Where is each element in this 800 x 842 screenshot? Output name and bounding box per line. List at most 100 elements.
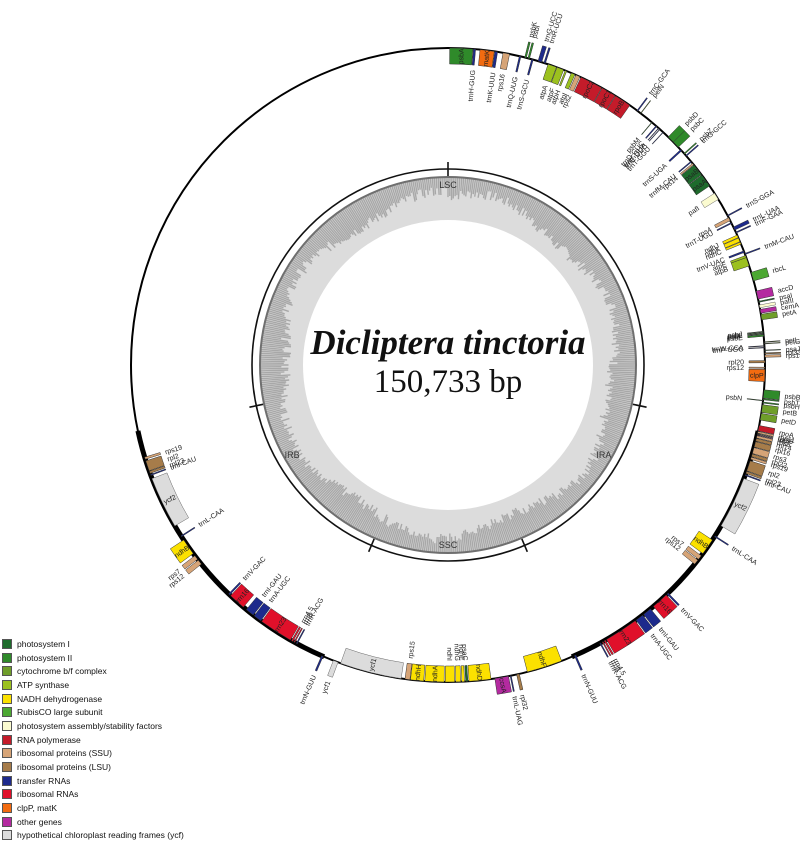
gene-trng-ucc-block (537, 45, 547, 63)
gene-rrn5-block (293, 627, 303, 643)
gene-rps7-block (181, 555, 198, 570)
gene-rps15-block (404, 662, 413, 680)
legend-label: hypothetical chloroplast reading frames … (17, 830, 184, 841)
gene-trni-gau-block (643, 608, 662, 628)
gene-matk-block (478, 49, 495, 68)
legend-item-asm: photosystem assembly/stability factors (2, 719, 232, 733)
gene-ycf2-block (720, 478, 760, 535)
legend-swatch (2, 762, 12, 773)
gene-peta-block (760, 311, 778, 321)
gene-label: atpA (538, 84, 549, 100)
legend-swatch (2, 679, 12, 690)
gene-pafi-block (700, 192, 719, 209)
gene-ndhk-block (723, 237, 741, 249)
gene-rpl33-block (764, 351, 782, 355)
gene-atph-block (558, 70, 568, 87)
gene-ndhg-block (455, 665, 461, 683)
gene-psbb-block (762, 389, 781, 401)
gene-trnl-uag-block (509, 675, 515, 692)
gene-rps3-block (752, 447, 770, 459)
legend-item-rbc: RubisCO large subunit (2, 705, 232, 719)
legend-item-clp: clpP, matK (2, 801, 232, 815)
gene-label: atpI (558, 92, 569, 106)
gene-rrn16-block (653, 594, 678, 619)
legend: photosystem I photosystem II cytochrome b/… (2, 637, 232, 842)
gene-label: trnM-CAU (764, 233, 796, 250)
gene-label: trnL-CAA (198, 507, 226, 529)
gene-label: petA (782, 309, 798, 318)
gene-label: psbJ (727, 331, 742, 340)
gene-rpl16-block (753, 441, 772, 452)
gene-trnv-gac-block (666, 592, 680, 607)
legend-label: photosystem I (17, 638, 70, 649)
gene-trnm-cau-block (744, 247, 761, 255)
legend-label: ribosomal proteins (SSU) (17, 748, 112, 759)
region-label-irb: IRB (285, 450, 300, 460)
gene-rps14-block (679, 163, 695, 176)
gene-trny-gua-block (647, 127, 660, 141)
gene-label: atpF (546, 87, 558, 103)
gene-petl-block (763, 340, 781, 343)
gene-trnl-caa-block (714, 535, 729, 546)
gene-rps8-block (756, 435, 773, 442)
legend-item-lsu: ribosomal proteins (LSU) (2, 760, 232, 774)
gene-trns-gcu-block (527, 58, 534, 76)
legend-item-atp: ATP synthase (2, 678, 232, 692)
gene-trni-cau-block (150, 468, 167, 476)
legend-swatch (2, 638, 12, 649)
gene-label: psbN (725, 394, 742, 403)
gene-ndhi-block (444, 665, 455, 683)
gene-label: rpl23 (764, 477, 781, 489)
gene-atpb-block (730, 257, 750, 272)
gene-label: pafII (780, 298, 795, 307)
gene-psbf-block (747, 333, 764, 336)
legend-item-ycf: hypothetical chloroplast reading frames … (2, 829, 232, 842)
gene-trnfm-cau-block (678, 160, 692, 173)
gene-label: rps15 (408, 641, 417, 659)
gene-accd-block (755, 286, 775, 300)
gene-label: psbI (532, 25, 542, 40)
gene-label: rpl36 (777, 436, 794, 446)
gene-label: psbB (784, 393, 800, 401)
gene-rrn23-block (261, 608, 299, 641)
gene-label: trnS-GCU (516, 79, 531, 110)
gene-psbh-block (762, 401, 780, 406)
gene-atpa-block (542, 63, 557, 83)
gene-label: ycf2 (733, 501, 748, 513)
genome-size: 150,733 bp (374, 364, 523, 400)
region-label-lsc: LSC (439, 180, 457, 190)
gene-label: clpP (750, 373, 764, 380)
gene-rps2-block (569, 74, 581, 92)
gene-label: atpE (712, 261, 728, 273)
gene-label: rps16 (497, 73, 507, 92)
gene-psab-block (681, 164, 702, 185)
gene-ycf1-block (340, 647, 404, 679)
gene-label: psaC (460, 644, 468, 661)
gene-label: ndhI (445, 647, 452, 661)
gene-trni-cau-block (744, 474, 761, 482)
gene-psbc-block (672, 130, 691, 148)
gene-rpl2-block (145, 455, 165, 472)
gene-label: psbK (528, 21, 539, 39)
gene-rps12-block (185, 559, 202, 575)
gene-trnh-gug-block (471, 48, 476, 66)
gene-rrn5-block (601, 641, 612, 657)
gene-label: ndhF (535, 651, 547, 668)
gene-trnd-guc-block (645, 125, 658, 139)
legend-swatch (2, 666, 12, 677)
gene-label: trnV-GAC (242, 556, 268, 583)
gene-petn-block (640, 100, 652, 114)
legend-label: other genes (17, 816, 62, 827)
gene-label: rpl23 (169, 458, 186, 470)
gene-ndhb-block (169, 539, 194, 564)
gene-label: rpl2 (767, 470, 780, 480)
gene-label: ndhG (453, 644, 461, 661)
gene-label: ndhA (432, 665, 440, 682)
gene-label: trnH-GUG (468, 70, 478, 102)
gene-label: psbH (783, 403, 800, 412)
gene-rps12-block (748, 366, 766, 369)
gene-cema-block (759, 306, 777, 314)
legend-swatch (2, 720, 12, 731)
legend-label: photosystem assembly/stability factors (17, 720, 163, 731)
gene-trnl-caa-block (180, 526, 196, 538)
